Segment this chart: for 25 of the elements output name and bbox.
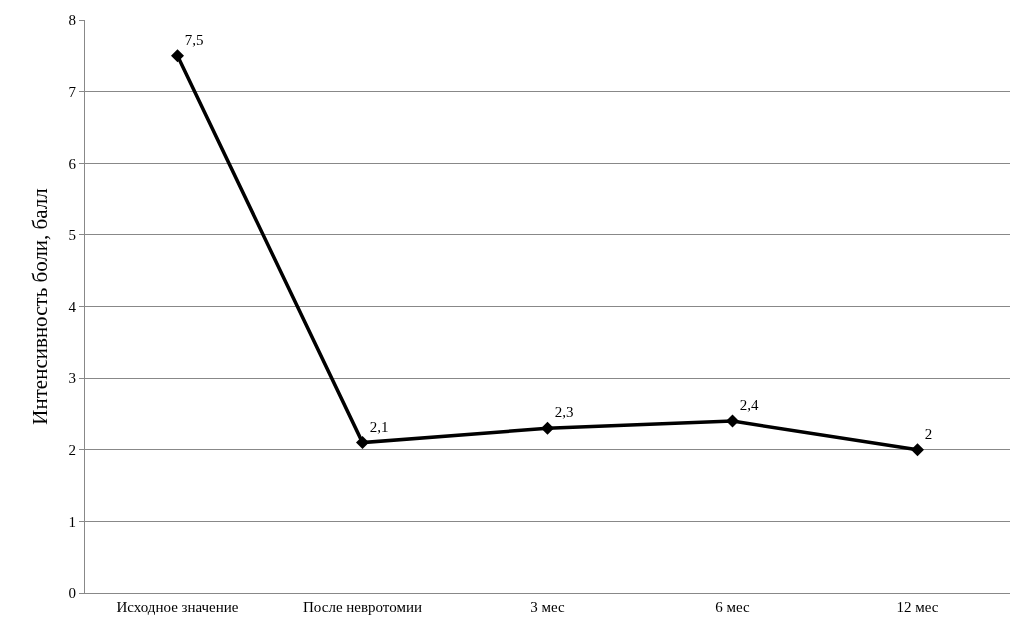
y-tick-label: 1 bbox=[68, 513, 76, 530]
data-label: 2,4 bbox=[739, 397, 759, 414]
point bbox=[356, 436, 369, 450]
point bbox=[541, 421, 554, 435]
y-tick-label: 5 bbox=[68, 227, 76, 244]
y-axis-title: Интенсивность боли, балл bbox=[27, 188, 52, 425]
data-label: 7,5 bbox=[184, 31, 204, 48]
data-label: 2,3 bbox=[554, 404, 574, 421]
y-tick-label: 3 bbox=[68, 370, 76, 387]
data-label: 2 bbox=[924, 425, 933, 442]
point bbox=[171, 49, 184, 63]
y-tick-label: 0 bbox=[68, 585, 76, 602]
y-tick-label: 8 bbox=[68, 12, 76, 29]
data-label: 2,1 bbox=[369, 418, 389, 435]
x-tick-label: После невротомии bbox=[303, 599, 422, 615]
point bbox=[911, 443, 924, 457]
x-tick-label: 6 мес bbox=[715, 599, 751, 615]
y-tick-label: 2 bbox=[68, 442, 76, 458]
x-tick-label: Исходное значение bbox=[116, 599, 239, 615]
y-tick-label: 6 bbox=[68, 155, 77, 172]
point bbox=[726, 414, 739, 428]
x-tick-label: 12 мес bbox=[896, 599, 939, 615]
y-tick-label: 7 bbox=[68, 83, 77, 100]
y-tick-label: 4 bbox=[68, 298, 77, 315]
x-tick-label: 3 мес bbox=[530, 599, 566, 615]
